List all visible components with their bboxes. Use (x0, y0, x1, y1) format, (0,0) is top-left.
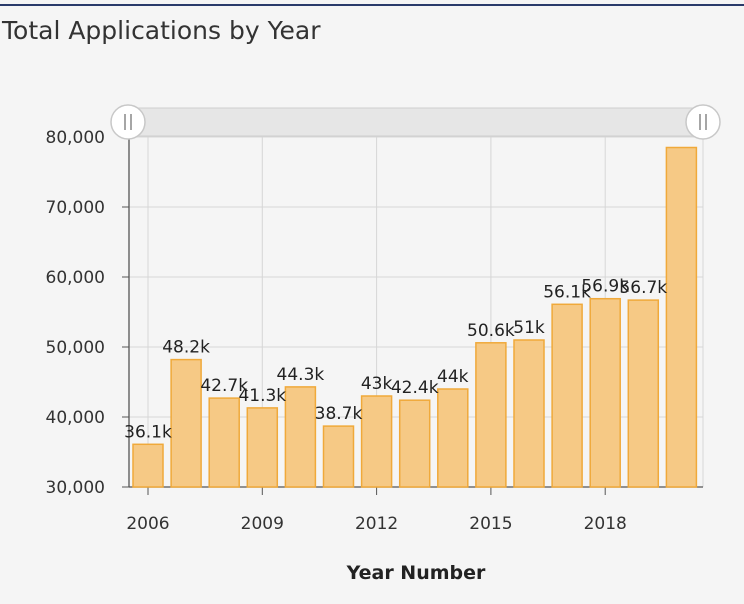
y-tick-label: 40,000 (46, 408, 105, 428)
x-tick-label: 2009 (241, 514, 284, 534)
data-label: 41.3k (238, 386, 286, 406)
bar[interactable] (208, 397, 240, 488)
bar[interactable] (360, 395, 393, 488)
y-tick-label: 30,000 (46, 478, 105, 498)
data-label: 36.1k (124, 422, 172, 442)
bar[interactable] (551, 303, 583, 488)
bar[interactable] (475, 342, 507, 488)
data-label: 38.7k (315, 404, 363, 424)
bar[interactable] (665, 146, 698, 488)
bar[interactable] (132, 443, 164, 488)
data-label: 48.2k (162, 338, 210, 358)
y-tick-label: 60,000 (46, 268, 105, 288)
data-label: 44k (437, 367, 469, 387)
x-axis-title: Year Number (346, 562, 486, 584)
range-slider-track[interactable] (127, 107, 704, 137)
data-label: 42.4k (391, 378, 439, 398)
bar[interactable] (437, 388, 469, 488)
chart-title: Total Applications by Year (2, 16, 321, 45)
range-slider-left-handle[interactable] (110, 104, 146, 140)
bar[interactable] (398, 399, 431, 488)
x-tick-label: 2018 (584, 514, 627, 534)
data-label: 44.3k (277, 365, 325, 385)
data-label: 56.9k (581, 277, 629, 297)
range-slider-right-handle[interactable] (685, 104, 721, 140)
bar[interactable] (322, 425, 355, 488)
y-tick-label: 80,000 (46, 128, 105, 148)
bar[interactable] (284, 386, 317, 488)
data-label: 51k (513, 318, 545, 338)
data-label: 56.1k (543, 282, 591, 302)
data-label: 42.7k (200, 376, 248, 396)
x-tick-label: 2012 (355, 514, 398, 534)
bar[interactable] (513, 339, 545, 488)
bar[interactable] (589, 297, 621, 488)
bar[interactable] (246, 407, 279, 488)
x-tick-label: 2006 (126, 514, 169, 534)
bar[interactable] (170, 358, 202, 488)
top-strip (0, 0, 744, 6)
bar[interactable] (627, 299, 660, 488)
x-tick-label: 2015 (469, 514, 512, 534)
data-label: 56.7k (619, 278, 667, 298)
y-tick-label: 70,000 (46, 198, 105, 218)
data-label: 50.6k (467, 321, 515, 341)
y-tick-label: 50,000 (46, 338, 105, 358)
data-label: 43k (361, 374, 393, 394)
